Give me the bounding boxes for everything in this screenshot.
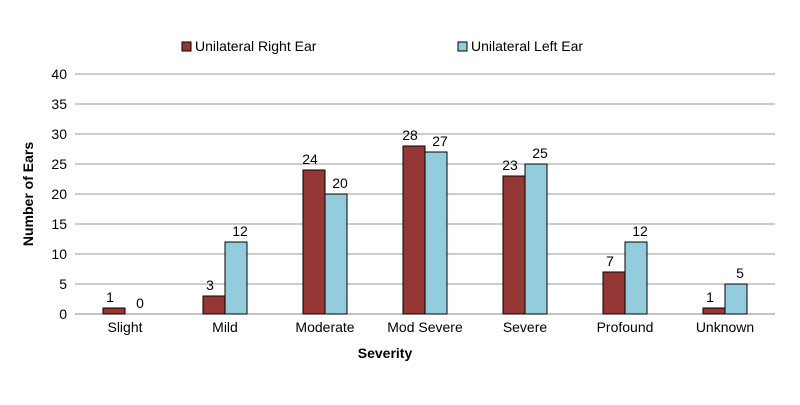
data-label: 3 [206,277,214,293]
bar-right-ear [702,307,726,315]
bar-left-ear [624,241,648,315]
x-tick-label: Unknown [696,319,754,335]
data-label: 28 [402,127,418,143]
y-tick-label: 0 [59,306,67,322]
data-label: 1 [106,289,114,305]
data-label: 24 [302,151,318,167]
bar-left-ear [224,241,248,315]
y-tick-label: 5 [59,276,67,292]
bar-left-ear [424,151,448,315]
y-tick-label: 40 [51,66,67,82]
data-label: 5 [736,265,744,281]
y-tick-label: 35 [51,96,67,112]
legend: Unilateral Right Ear Unilateral Left Ear [181,38,583,54]
data-label: 1 [706,289,714,305]
x-tick-label: Mild [212,319,238,335]
y-tick-label: 30 [51,126,67,142]
bar-right-ear [402,145,426,315]
x-tick-label: Slight [107,319,142,335]
legend-label: Unilateral Right Ear [195,38,317,54]
y-axis-label: Number of Ears [20,142,36,246]
y-tick-label: 10 [51,246,67,262]
data-label: 0 [136,295,144,311]
bar-right-ear [502,175,526,315]
bar-left-ear [524,163,548,315]
x-axis-label: Severity [358,345,413,361]
x-tick-label: Severe [503,319,548,335]
data-label: 27 [432,133,448,149]
bar-right-ear [302,169,326,315]
bar-right-ear [202,295,226,315]
legend-swatch [181,41,192,52]
x-tick-label: Moderate [295,319,354,335]
data-label: 25 [532,145,548,161]
data-label: 7 [606,253,614,269]
bars [102,145,748,315]
data-label: 12 [632,223,648,239]
y-tick-labels: 0 5 10 15 20 25 30 35 40 [51,66,67,322]
bar-left-ear [724,283,748,315]
data-label: 20 [332,175,348,191]
data-label: 23 [502,157,518,173]
legend-label: Unilateral Left Ear [471,38,583,54]
x-tick-label: Mod Severe [387,319,463,335]
bar-left-ear [324,193,348,315]
legend-swatch [457,41,468,52]
data-label: 12 [232,223,248,239]
x-tick-label: Profound [597,319,654,335]
y-tick-label: 15 [51,216,67,232]
y-tick-label: 25 [51,156,67,172]
data-labels: 1 0 3 12 24 20 28 27 23 25 7 12 1 5 [106,127,744,311]
bar-right-ear [602,271,626,315]
y-tick-label: 20 [51,186,67,202]
x-tick-labels: Slight Mild Moderate Mod Severe Severe Profou… [107,319,754,335]
bar-right-ear [102,307,126,315]
